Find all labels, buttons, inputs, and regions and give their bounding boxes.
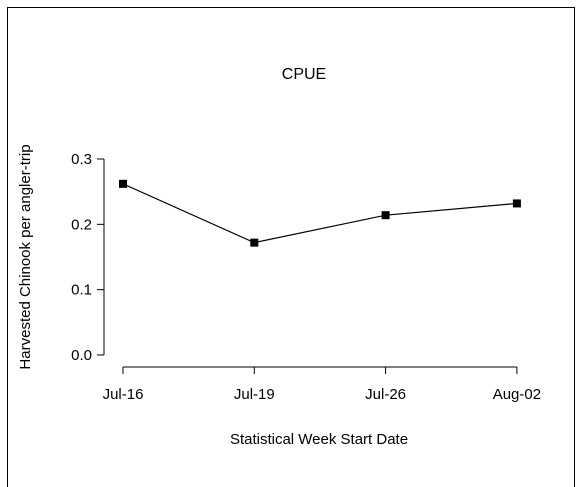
data-point [381,211,390,220]
chart-title: CPUE [282,66,326,83]
x-tick-label: Jul-16 [103,386,144,403]
x-tick-label: Aug-02 [493,386,541,403]
data-point [512,199,521,208]
axes: 0.0 0.1 0.2 0.3 Jul-16 Jul-19 Jul-26 Aug-02 [71,151,541,403]
data-point [119,179,127,188]
x-axis-label: Statistical Week Start Date [230,431,408,448]
series-line [122,183,517,244]
data-point [250,238,259,247]
y-tick-label: 0.3 [71,151,92,168]
chart-frame [7,7,575,487]
data-marks [119,179,521,247]
y-tick-label: 0.2 [71,216,92,233]
y-tick-label: 0.0 [71,347,92,364]
x-tick-label: Jul-19 [234,386,275,403]
y-tick-label: 0.1 [71,282,92,299]
y-axis-label: Harvested Chinook per angler-trip [17,144,34,369]
x-tick-label: Jul-26 [365,386,406,403]
